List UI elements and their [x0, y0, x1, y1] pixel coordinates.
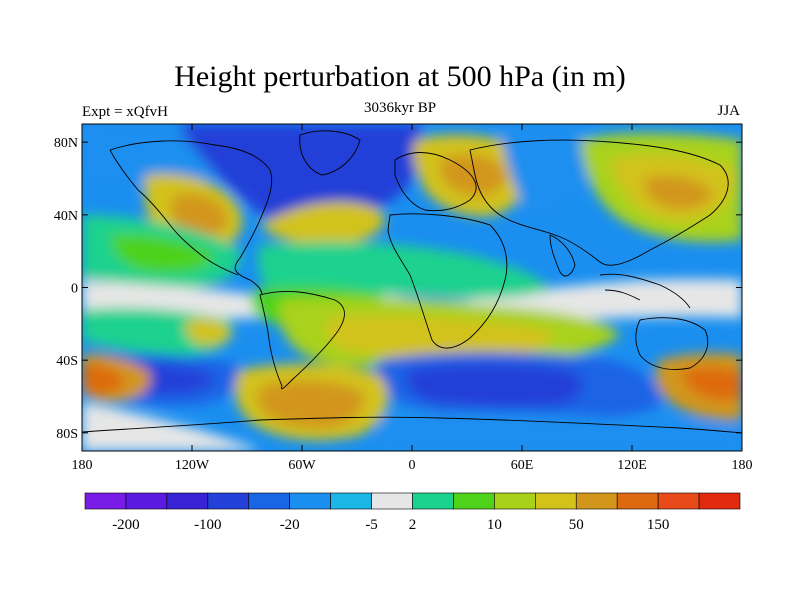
x-tick-label: 0: [409, 458, 416, 473]
colorbar-label: -200: [112, 517, 140, 533]
field-antarctic-blue: [380, 412, 742, 451]
coast-europe: [394, 152, 477, 212]
field-south-pacific-orange: [185, 318, 232, 346]
x-tick-label: 120E: [617, 458, 647, 473]
coast-indonesia: [599, 273, 691, 309]
coast-north-america: [109, 140, 273, 296]
coast-india: [549, 234, 576, 277]
field-south-atlantic-high-core: [325, 315, 552, 359]
field-north-low-blue: [180, 124, 423, 225]
x-tick-label: 60E: [511, 458, 534, 473]
coast-south-america: [259, 290, 345, 390]
experiment-label: Expt = xQfvH: [82, 104, 168, 120]
field-indian-ocean-core: [406, 364, 583, 408]
season-label: JJA: [717, 103, 740, 119]
field-layer: [82, 124, 742, 451]
field-equatorial-green: [258, 242, 550, 300]
field-northwest-high-core: [171, 193, 228, 237]
field-west-pacific-high-core: [82, 364, 125, 395]
colorbar: -200 -100 -20 -5 2 10 50 150: [84, 492, 741, 533]
colorbar-swatch: [698, 492, 741, 510]
colorbar-label: 2: [409, 517, 417, 533]
field-antarctic-pacific-high-core: [257, 380, 364, 429]
colorbar-swatch: [494, 492, 536, 510]
colorbar-swatch: [166, 492, 209, 510]
x-tick-label: 120W: [175, 458, 210, 473]
colorbar-swatch: [289, 492, 331, 510]
x-tick-label: 180: [732, 458, 753, 473]
colorbar-swatch: [453, 492, 495, 510]
coast-australia: [635, 317, 709, 370]
colorbar-swatch: [125, 492, 168, 510]
colorbar-label: 50: [569, 517, 584, 533]
field-pacific-north-lime: [110, 234, 215, 273]
coast-greenland: [299, 130, 361, 176]
field-atlantic-ridge: [260, 201, 385, 245]
x-axis: 180 120W 60W 0 60E 120E 180: [72, 124, 753, 473]
coastlines: [82, 130, 742, 434]
x-tick-label: 180: [72, 458, 93, 473]
colorbar-swatch: [535, 492, 577, 510]
chart-title: Height perturbation at 500 hPa (in m): [174, 60, 626, 93]
time-label: 3036kyr BP: [363, 100, 437, 116]
colorbar-swatch: [371, 492, 413, 510]
field-europe-high-core: [439, 154, 506, 196]
colorbar-label: 150: [647, 517, 670, 533]
colorbar-swatch: [412, 492, 454, 510]
field-australia-high-core: [683, 367, 742, 401]
colorbar-label: -20: [280, 517, 300, 533]
colorbar-label: -5: [365, 517, 378, 533]
colorbar-label: -100: [194, 517, 222, 533]
colorbar-swatch: [657, 492, 700, 510]
map-field: [82, 124, 742, 451]
coast-africa: [387, 213, 508, 349]
colorbar-swatch: [84, 492, 127, 510]
y-tick-label: 80N: [54, 136, 78, 151]
coast-asia: [469, 139, 729, 266]
y-tick-label: 80S: [56, 427, 78, 442]
colorbar-swatch: [616, 492, 659, 510]
colorbar-label: 10: [487, 517, 502, 533]
y-tick-label: 0: [71, 282, 78, 297]
colorbar-swatch: [207, 492, 250, 510]
y-tick-label: 40N: [54, 209, 78, 224]
coast-antarctica: [82, 416, 742, 434]
colorbar-swatch: [575, 492, 618, 510]
colorbar-swatch: [248, 492, 290, 510]
field-siberia-high-center: [644, 175, 712, 210]
colorbar-swatch: [330, 492, 372, 510]
x-tick-label: 60W: [288, 458, 316, 473]
y-axis: 80N 40N 0 40S 80S: [54, 136, 742, 442]
y-tick-label: 40S: [56, 354, 78, 369]
